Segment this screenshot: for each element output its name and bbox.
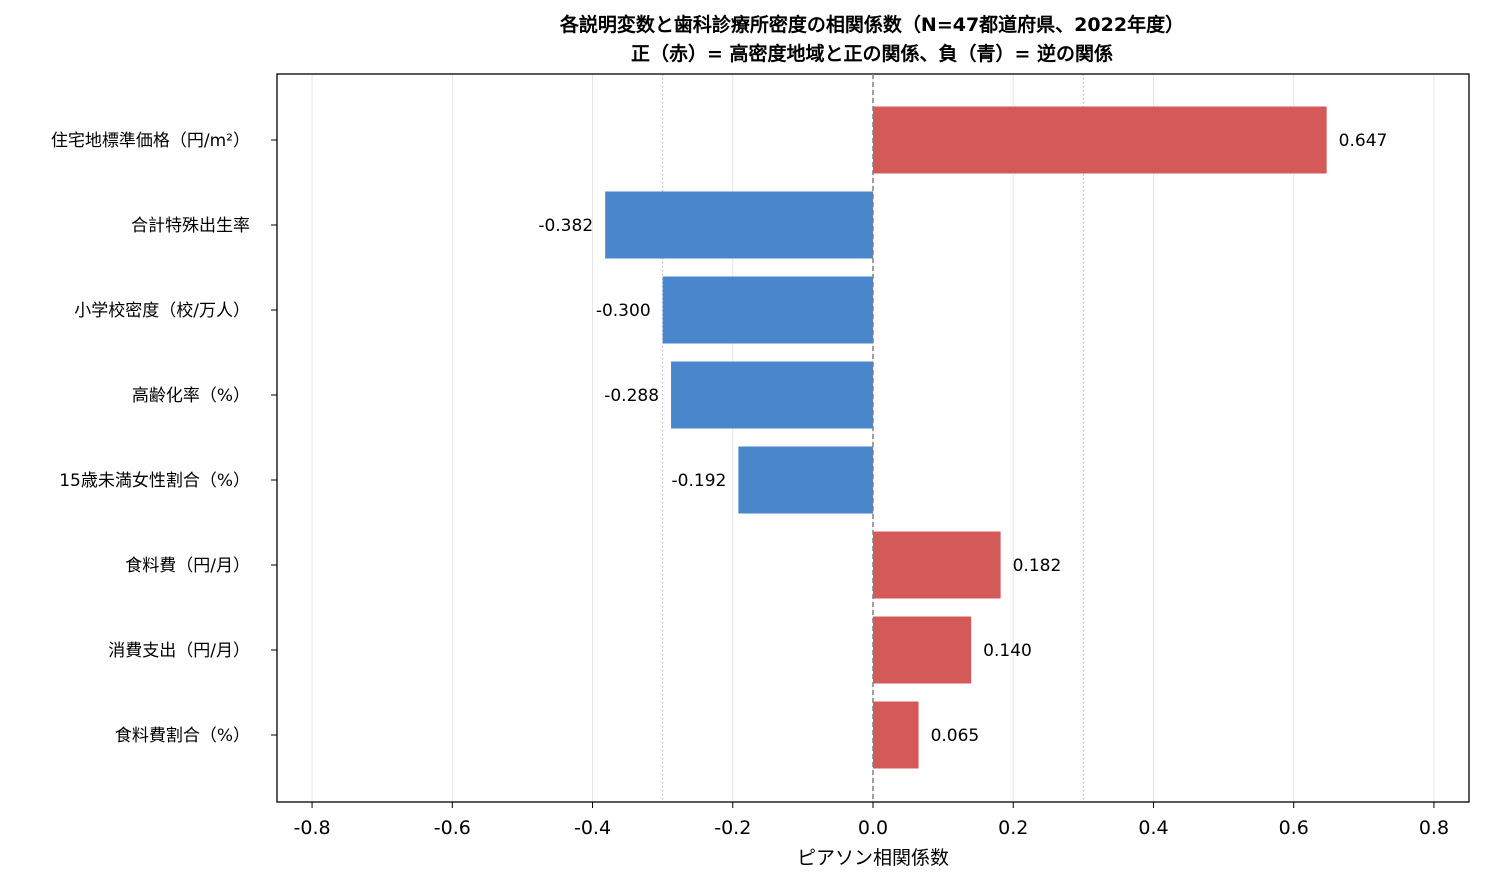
x-tick-label: -0.2 xyxy=(714,817,751,839)
x-tick-label: -0.6 xyxy=(434,817,471,839)
category-label: 食料費（円/月） xyxy=(125,556,250,576)
x-tick-label: 0.6 xyxy=(1279,817,1309,839)
bar xyxy=(738,446,873,514)
value-label: -0.192 xyxy=(672,471,727,491)
bar xyxy=(671,361,873,429)
value-label: -0.288 xyxy=(604,386,659,406)
axis-layer: -0.8 -0.6 -0.4 -0.2 0.0 0.2 0.4 0.6 0.8 xyxy=(271,74,1449,839)
category-label: 高齢化率（%） xyxy=(132,386,250,406)
category-label: 小学校密度（校/万人） xyxy=(74,301,250,321)
bar xyxy=(873,531,1001,599)
bar-layer xyxy=(605,106,1327,769)
value-label: 0.647 xyxy=(1339,131,1388,151)
x-tick-label: -0.4 xyxy=(574,817,611,839)
bar xyxy=(605,191,873,259)
label-layer: 0.647 住宅地標準価格（円/m²） -0.382 合計特殊出生率 -0.300 小学校… xyxy=(51,131,1387,746)
x-tick-label: 0.0 xyxy=(858,817,888,839)
x-tick-label: 0.4 xyxy=(1138,817,1168,839)
x-tick-label: 0.2 xyxy=(998,817,1028,839)
x-axis-title: ピアソン相関係数 xyxy=(797,847,949,869)
category-label: 15歳未満女性割合（%） xyxy=(59,471,250,491)
bar xyxy=(873,701,919,769)
category-label: 合計特殊出生率 xyxy=(131,216,250,236)
bar xyxy=(662,276,873,344)
value-label: -0.382 xyxy=(538,216,593,236)
value-label: 0.065 xyxy=(931,726,980,746)
category-label: 消費支出（円/月） xyxy=(108,641,250,661)
x-tick-label: -0.8 xyxy=(294,817,331,839)
chart-title: 各説明変数と歯科診療所密度の相関係数（N=47都道府県、2022年度） xyxy=(559,13,1184,36)
value-label: 0.182 xyxy=(1013,556,1062,576)
x-tick-label: 0.8 xyxy=(1419,817,1449,839)
value-label: -0.300 xyxy=(596,301,651,321)
category-label: 住宅地標準価格（円/m²） xyxy=(51,131,250,151)
bar xyxy=(873,616,972,684)
bar xyxy=(873,106,1327,174)
value-label: 0.140 xyxy=(983,641,1032,661)
category-label: 食料費割合（%） xyxy=(115,726,250,746)
chart-subtitle: 正（赤）= 高密度地域と正の関係、負（青）= 逆の関係 xyxy=(631,42,1113,65)
